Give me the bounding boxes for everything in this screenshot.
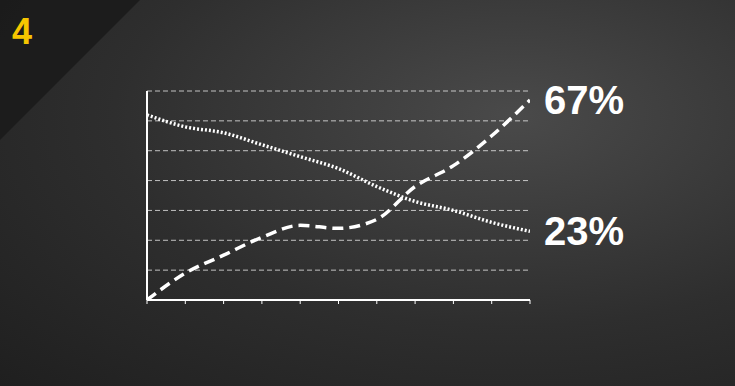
svg-text:23%: 23% bbox=[544, 209, 624, 253]
svg-text:4: 4 bbox=[12, 11, 32, 52]
svg-text:67%: 67% bbox=[544, 78, 624, 122]
